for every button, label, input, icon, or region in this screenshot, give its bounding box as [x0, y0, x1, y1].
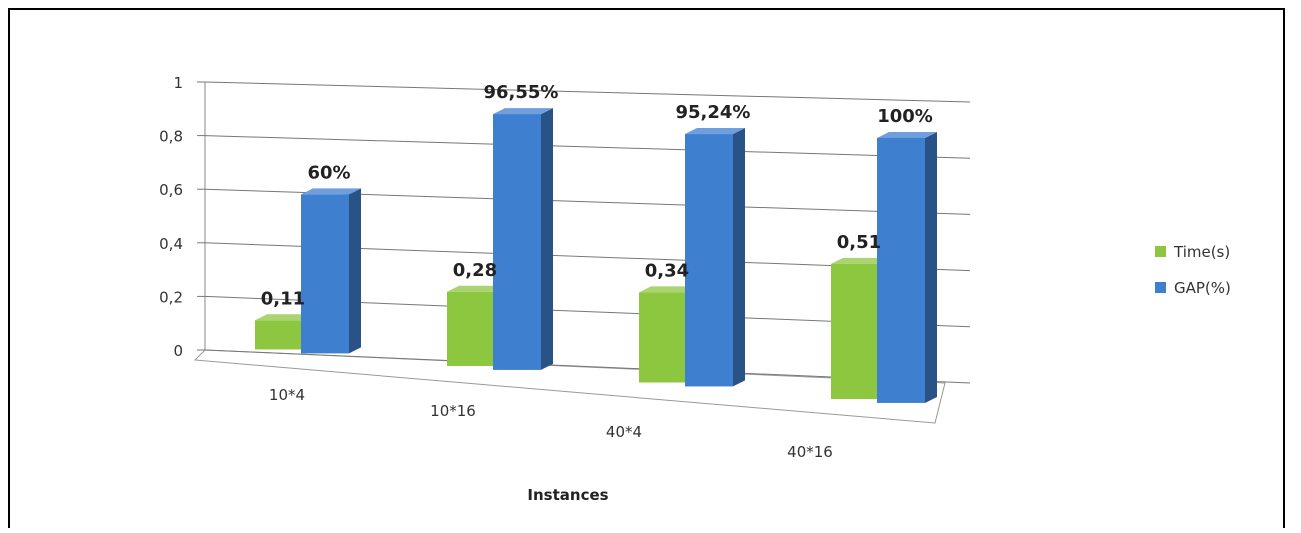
- chart-frame: [8, 8, 1285, 528]
- bar-side: [349, 188, 361, 354]
- bar-top: [685, 128, 745, 135]
- y-tick-label: 0,6: [159, 181, 183, 199]
- bar-front: [493, 114, 541, 370]
- bar-top: [255, 314, 315, 321]
- y-tick-label: 0,8: [159, 128, 183, 146]
- bar-side: [925, 131, 937, 403]
- bar-front: [301, 194, 349, 354]
- x-tick-label: 40*4: [606, 423, 642, 441]
- data-label: 0,34: [645, 260, 689, 281]
- bar-gap: [877, 131, 937, 403]
- bars-layer: [255, 108, 937, 403]
- legend-swatch-time: [1155, 246, 1166, 257]
- bar-top: [447, 285, 507, 292]
- x-axis-title: Instances: [527, 486, 608, 504]
- bar-front: [447, 291, 495, 366]
- bar-side: [541, 108, 553, 370]
- bar-side: [733, 128, 745, 387]
- bar-top: [877, 131, 937, 138]
- data-label: 0,11: [261, 288, 305, 309]
- y-tick-label: 0: [173, 342, 183, 360]
- legend-label-gap: GAP(%): [1174, 279, 1231, 297]
- legend-label-time: Time(s): [1173, 243, 1230, 261]
- data-label: 0,28: [453, 260, 497, 281]
- legend-swatch-gap: [1155, 282, 1166, 293]
- x-tick-label: 10*16: [430, 402, 476, 420]
- y-tick-label: 0,4: [159, 235, 183, 253]
- bar-front: [639, 292, 687, 383]
- bar-top: [831, 257, 891, 264]
- bar-front: [255, 320, 303, 350]
- y-tick-label: 0,2: [159, 288, 183, 306]
- labels-layer: 0,11 60% 10*4 0,28 96,55% 10*16 0,34 95,24% 40*4…: [261, 82, 933, 461]
- data-label: 95,24%: [676, 102, 751, 123]
- bar-top: [301, 188, 361, 195]
- bar-top: [639, 286, 699, 293]
- data-label: 60%: [307, 162, 350, 183]
- bar-gap: [685, 128, 745, 387]
- data-label: 0,51: [837, 232, 881, 253]
- bar-gap: [301, 188, 361, 354]
- bar-front: [831, 263, 879, 399]
- bar-top: [493, 108, 553, 115]
- y-tick-label: 1: [173, 74, 183, 92]
- bar-front: [877, 137, 925, 403]
- bar-front: [685, 134, 733, 387]
- x-tick-label: 10*4: [269, 386, 305, 404]
- x-tick-label: 40*16: [787, 443, 833, 461]
- data-label: 96,55%: [484, 82, 559, 103]
- legend: Time(s) GAP(%): [1155, 243, 1231, 297]
- gridline: [204, 81, 971, 103]
- data-label: 100%: [877, 106, 933, 127]
- gridline: [204, 135, 971, 159]
- bar-gap: [493, 108, 553, 370]
